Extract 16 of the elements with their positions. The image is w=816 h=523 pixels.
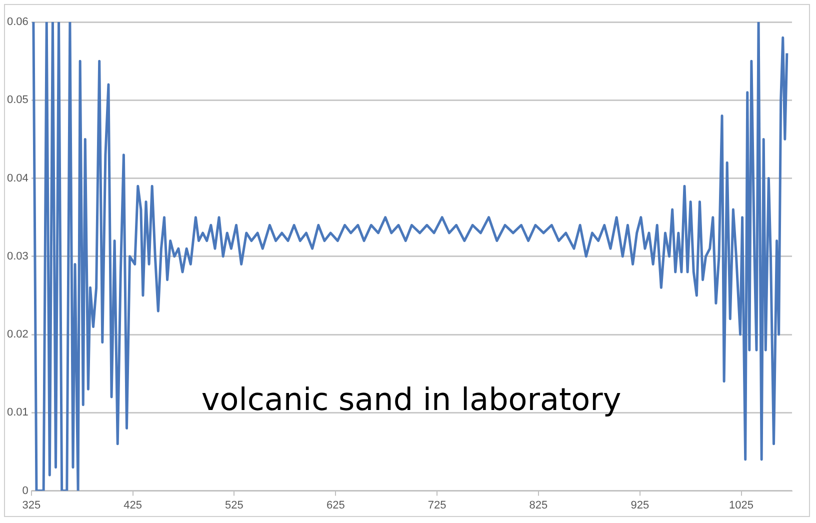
y-tick-label: 0.03 (6, 250, 28, 262)
y-tick-label: 0.04 (6, 172, 28, 184)
y-tick-label: 0.02 (6, 328, 28, 341)
x-tick-label: 525 (225, 499, 244, 512)
x-tick-label: 625 (326, 499, 345, 512)
x-tick-label: 425 (124, 499, 142, 512)
y-tick-label: 0.01 (6, 406, 28, 419)
x-tick-label: 925 (630, 499, 650, 512)
x-tick-label: 1025 (729, 499, 754, 512)
y-tick-label: 0.05 (6, 94, 28, 106)
annotation: volcanic sand in laboratory (201, 382, 622, 418)
y-tick-label: 0.06 (6, 16, 28, 28)
x-tick-label: 325 (22, 499, 41, 512)
x-tick-label: 725 (428, 499, 446, 512)
y-tick-label: 0 (22, 484, 28, 497)
x-tick-label: 825 (529, 499, 548, 512)
